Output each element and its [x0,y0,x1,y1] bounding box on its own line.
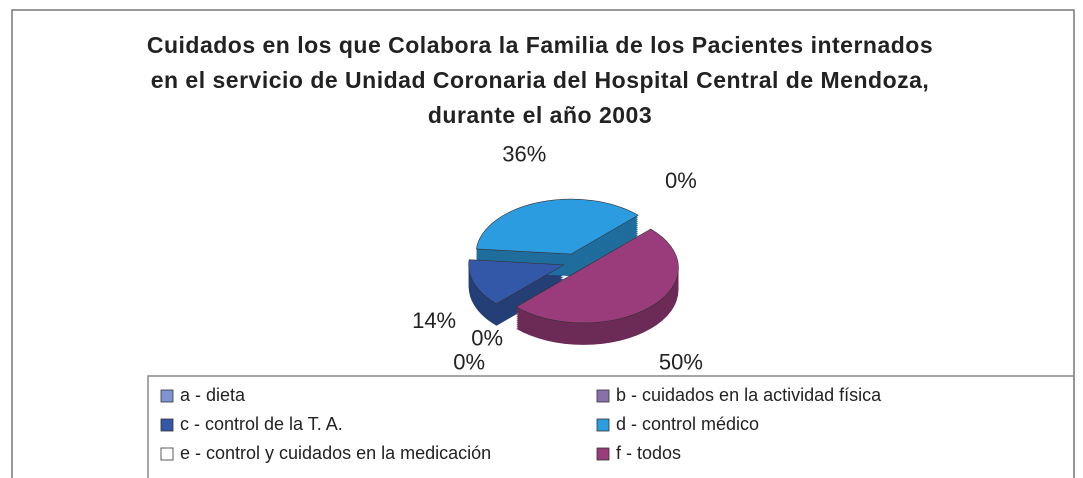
slice-side [583,227,651,267]
pie-slice [476,198,639,255]
legend-label: b - cuidados en la actividad física [616,385,882,405]
slice-side [583,221,651,261]
data-label: 36% [502,142,546,167]
legend-swatch [160,418,174,432]
pie-slice [515,228,679,324]
pie-slice [468,259,565,305]
legend-swatch [160,389,174,403]
slice-side [583,223,651,263]
chart-title: Cuidados en los que Colabora la Familia … [146,32,934,128]
data-label: 50% [659,350,703,375]
legend-box [147,375,1075,478]
data-label: 0% [471,326,503,351]
legend-swatch [596,447,610,461]
slice-side [583,225,651,265]
legend-swatch [596,418,610,432]
data-label: 0% [453,350,485,375]
legend-label: a - dieta [180,385,246,405]
legend-swatch [596,389,610,403]
legend-label: d - control médico [616,414,759,434]
data-label: 0% [665,168,697,193]
chart-border [11,9,1075,478]
legend-swatch [160,447,174,461]
legend-label: e - control y cuidados en la medicación [180,443,491,463]
data-label: 14% [412,308,456,333]
legend-label: c - control de la T. A. [180,414,343,434]
legend-label: f - todos [616,443,681,463]
